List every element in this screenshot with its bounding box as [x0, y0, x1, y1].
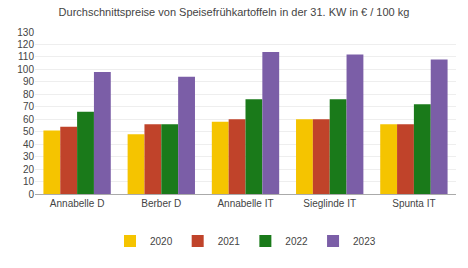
svg-text:130: 130 [17, 27, 34, 38]
svg-text:80: 80 [23, 89, 35, 100]
svg-text:2020: 2020 [150, 236, 173, 247]
svg-text:Spunta IT: Spunta IT [392, 198, 435, 209]
svg-text:30: 30 [23, 151, 35, 162]
svg-text:20: 20 [23, 164, 35, 175]
svg-text:Durchschnittspreise von Speise: Durchschnittspreise von Speisefrühkartof… [59, 6, 410, 18]
svg-text:Berber D: Berber D [141, 198, 181, 209]
svg-text:90: 90 [23, 76, 35, 87]
svg-text:Annabelle D: Annabelle D [50, 198, 104, 209]
svg-text:2021: 2021 [218, 236, 241, 247]
svg-text:120: 120 [17, 39, 34, 50]
svg-text:2022: 2022 [285, 236, 308, 247]
svg-text:60: 60 [23, 114, 35, 125]
svg-text:0: 0 [28, 189, 34, 200]
svg-text:110: 110 [18, 51, 34, 62]
svg-text:2023: 2023 [353, 236, 376, 247]
svg-text:70: 70 [23, 101, 35, 112]
svg-text:40: 40 [23, 139, 35, 150]
svg-text:50: 50 [23, 126, 35, 137]
svg-text:100: 100 [17, 64, 34, 75]
svg-text:10: 10 [23, 176, 35, 187]
svg-text:Annabelle IT: Annabelle IT [217, 198, 273, 209]
svg-text:Sieglinde IT: Sieglinde IT [303, 198, 356, 209]
